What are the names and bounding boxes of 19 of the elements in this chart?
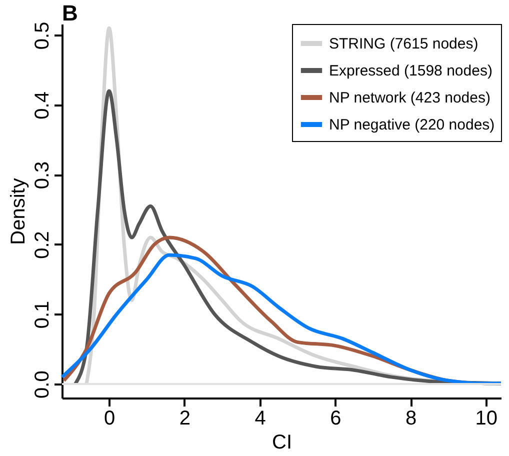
x-tick-label: 6 — [330, 408, 342, 430]
x-tick-label: 8 — [406, 408, 417, 430]
y-tick-label: 0.4 — [32, 92, 54, 120]
legend-label: NP network (423 nodes) — [329, 90, 490, 106]
y-tick-label: 0.2 — [32, 231, 54, 259]
y-tick-label: 0.5 — [32, 22, 54, 50]
y-tick-label: 0.3 — [32, 161, 54, 190]
x-tick-label: 10 — [475, 408, 498, 430]
y-tick-label: 0.0 — [32, 370, 54, 398]
legend-label: Expressed (1598 nodes) — [329, 62, 492, 80]
y-axis-title: Density — [8, 178, 30, 245]
y-tick-label: 0.1 — [32, 300, 54, 329]
legend-label: NP negative (220 nodes) — [329, 116, 495, 134]
x-tick-label: 0 — [104, 408, 116, 430]
legend-label: STRING (7615 nodes) — [329, 36, 478, 52]
x-tick-label: 4 — [254, 408, 266, 430]
x-axis-title: CI — [272, 432, 292, 454]
x-tick-label: 2 — [179, 408, 191, 430]
chart-title: B — [62, 0, 78, 26]
